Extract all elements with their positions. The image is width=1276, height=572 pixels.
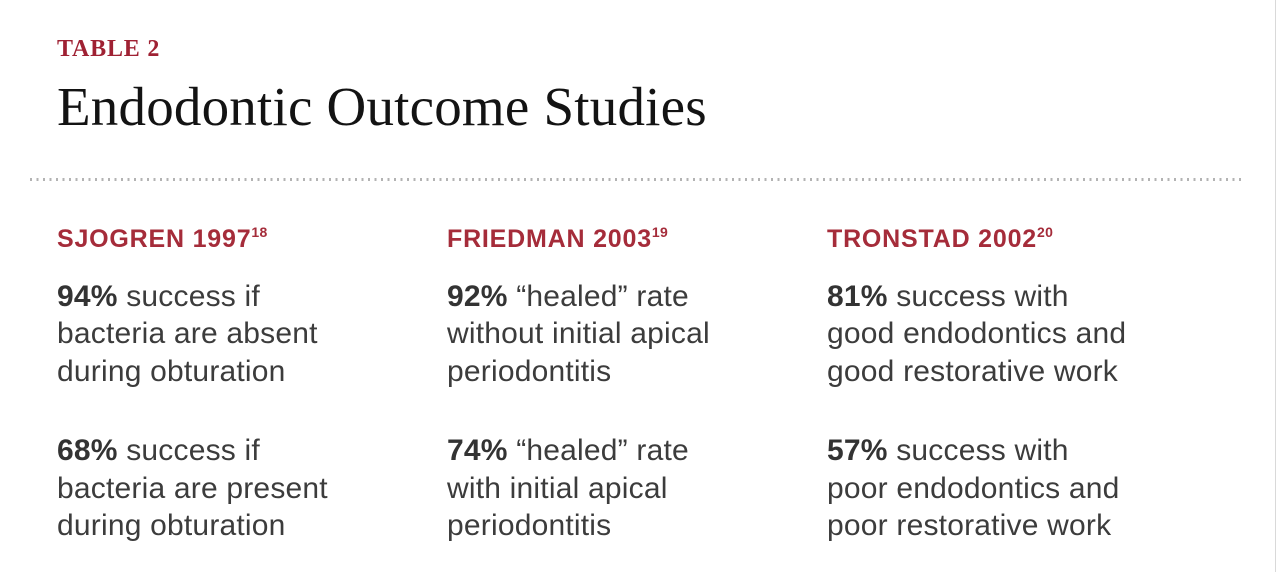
finding: 74% “healed” rate with initial apical pe… (447, 432, 827, 545)
finding: 94% success if bacteria are absent durin… (57, 278, 447, 391)
study-citation: SJOGREN 199718 (57, 224, 447, 254)
finding-line: bacteria are present (57, 471, 328, 505)
table-title: Endodontic Outcome Studies (57, 76, 707, 138)
finding-line: 68% success if (57, 432, 447, 470)
finding-text: success with (896, 434, 1069, 468)
citation-text: TRONSTAD 2002 (827, 225, 1037, 254)
finding-line: with initial apical (447, 471, 668, 505)
study-column-tronstad: TRONSTAD 200220 81% success with good en… (827, 224, 1227, 545)
finding-line: during obturation (57, 354, 286, 388)
finding: 92% “healed” rate without initial apical… (447, 278, 827, 391)
finding-line: bacteria are absent (57, 317, 318, 351)
table-label: TABLE 2 (57, 36, 161, 62)
finding-line: during obturation (57, 509, 286, 543)
citation-ref: 18 (251, 224, 268, 241)
study-citation: FRIEDMAN 200319 (447, 224, 827, 254)
finding-text: success if (126, 434, 260, 468)
finding-line: good restorative work (827, 354, 1119, 388)
finding: 57% success with poor endodontics and po… (827, 432, 1227, 545)
table-header-block: TABLE 2 Endodontic Outcome Studies (0, 0, 1275, 136)
finding-text: “healed” rate (516, 434, 689, 468)
finding-line: 92% “healed” rate (447, 278, 827, 316)
finding-line: periodontitis (447, 354, 612, 388)
finding-line: poor endodontics and (827, 471, 1120, 505)
study-column-sjogren: SJOGREN 199718 94% success if bacteria a… (57, 224, 447, 545)
finding: 68% success if bacteria are present duri… (57, 432, 447, 545)
finding-text: “healed” rate (516, 279, 689, 313)
citation-text: SJOGREN 1997 (57, 225, 252, 254)
finding-line: good endodontics and (827, 317, 1127, 351)
finding-percentage: 94% (57, 279, 118, 313)
finding-line: 94% success if (57, 278, 447, 316)
finding-percentage: 57% (827, 434, 888, 468)
finding-line: 74% “healed” rate (447, 432, 827, 470)
finding-text: success with (896, 279, 1069, 313)
finding-text: success if (126, 279, 260, 313)
citation-ref: 19 (651, 224, 669, 241)
study-column-friedman: FRIEDMAN 200319 92% “healed” rate withou… (447, 224, 827, 545)
finding-line: without initial apical (447, 317, 710, 351)
dotted-divider (30, 178, 1242, 182)
study-columns: SJOGREN 199718 94% success if bacteria a… (0, 224, 1275, 545)
finding-percentage: 81% (827, 279, 888, 313)
finding-percentage: 74% (447, 434, 508, 468)
study-citation: TRONSTAD 200220 (827, 224, 1227, 254)
finding-line: 57% success with (827, 432, 1227, 470)
finding-line: periodontitis (447, 509, 612, 543)
finding-percentage: 68% (57, 434, 118, 468)
finding-line: poor restorative work (827, 509, 1112, 543)
citation-ref: 20 (1037, 224, 1054, 241)
finding-percentage: 92% (447, 279, 508, 313)
finding-line: 81% success with (827, 278, 1227, 316)
citation-text: FRIEDMAN 2003 (447, 225, 652, 254)
finding: 81% success with good endodontics and go… (827, 278, 1227, 391)
